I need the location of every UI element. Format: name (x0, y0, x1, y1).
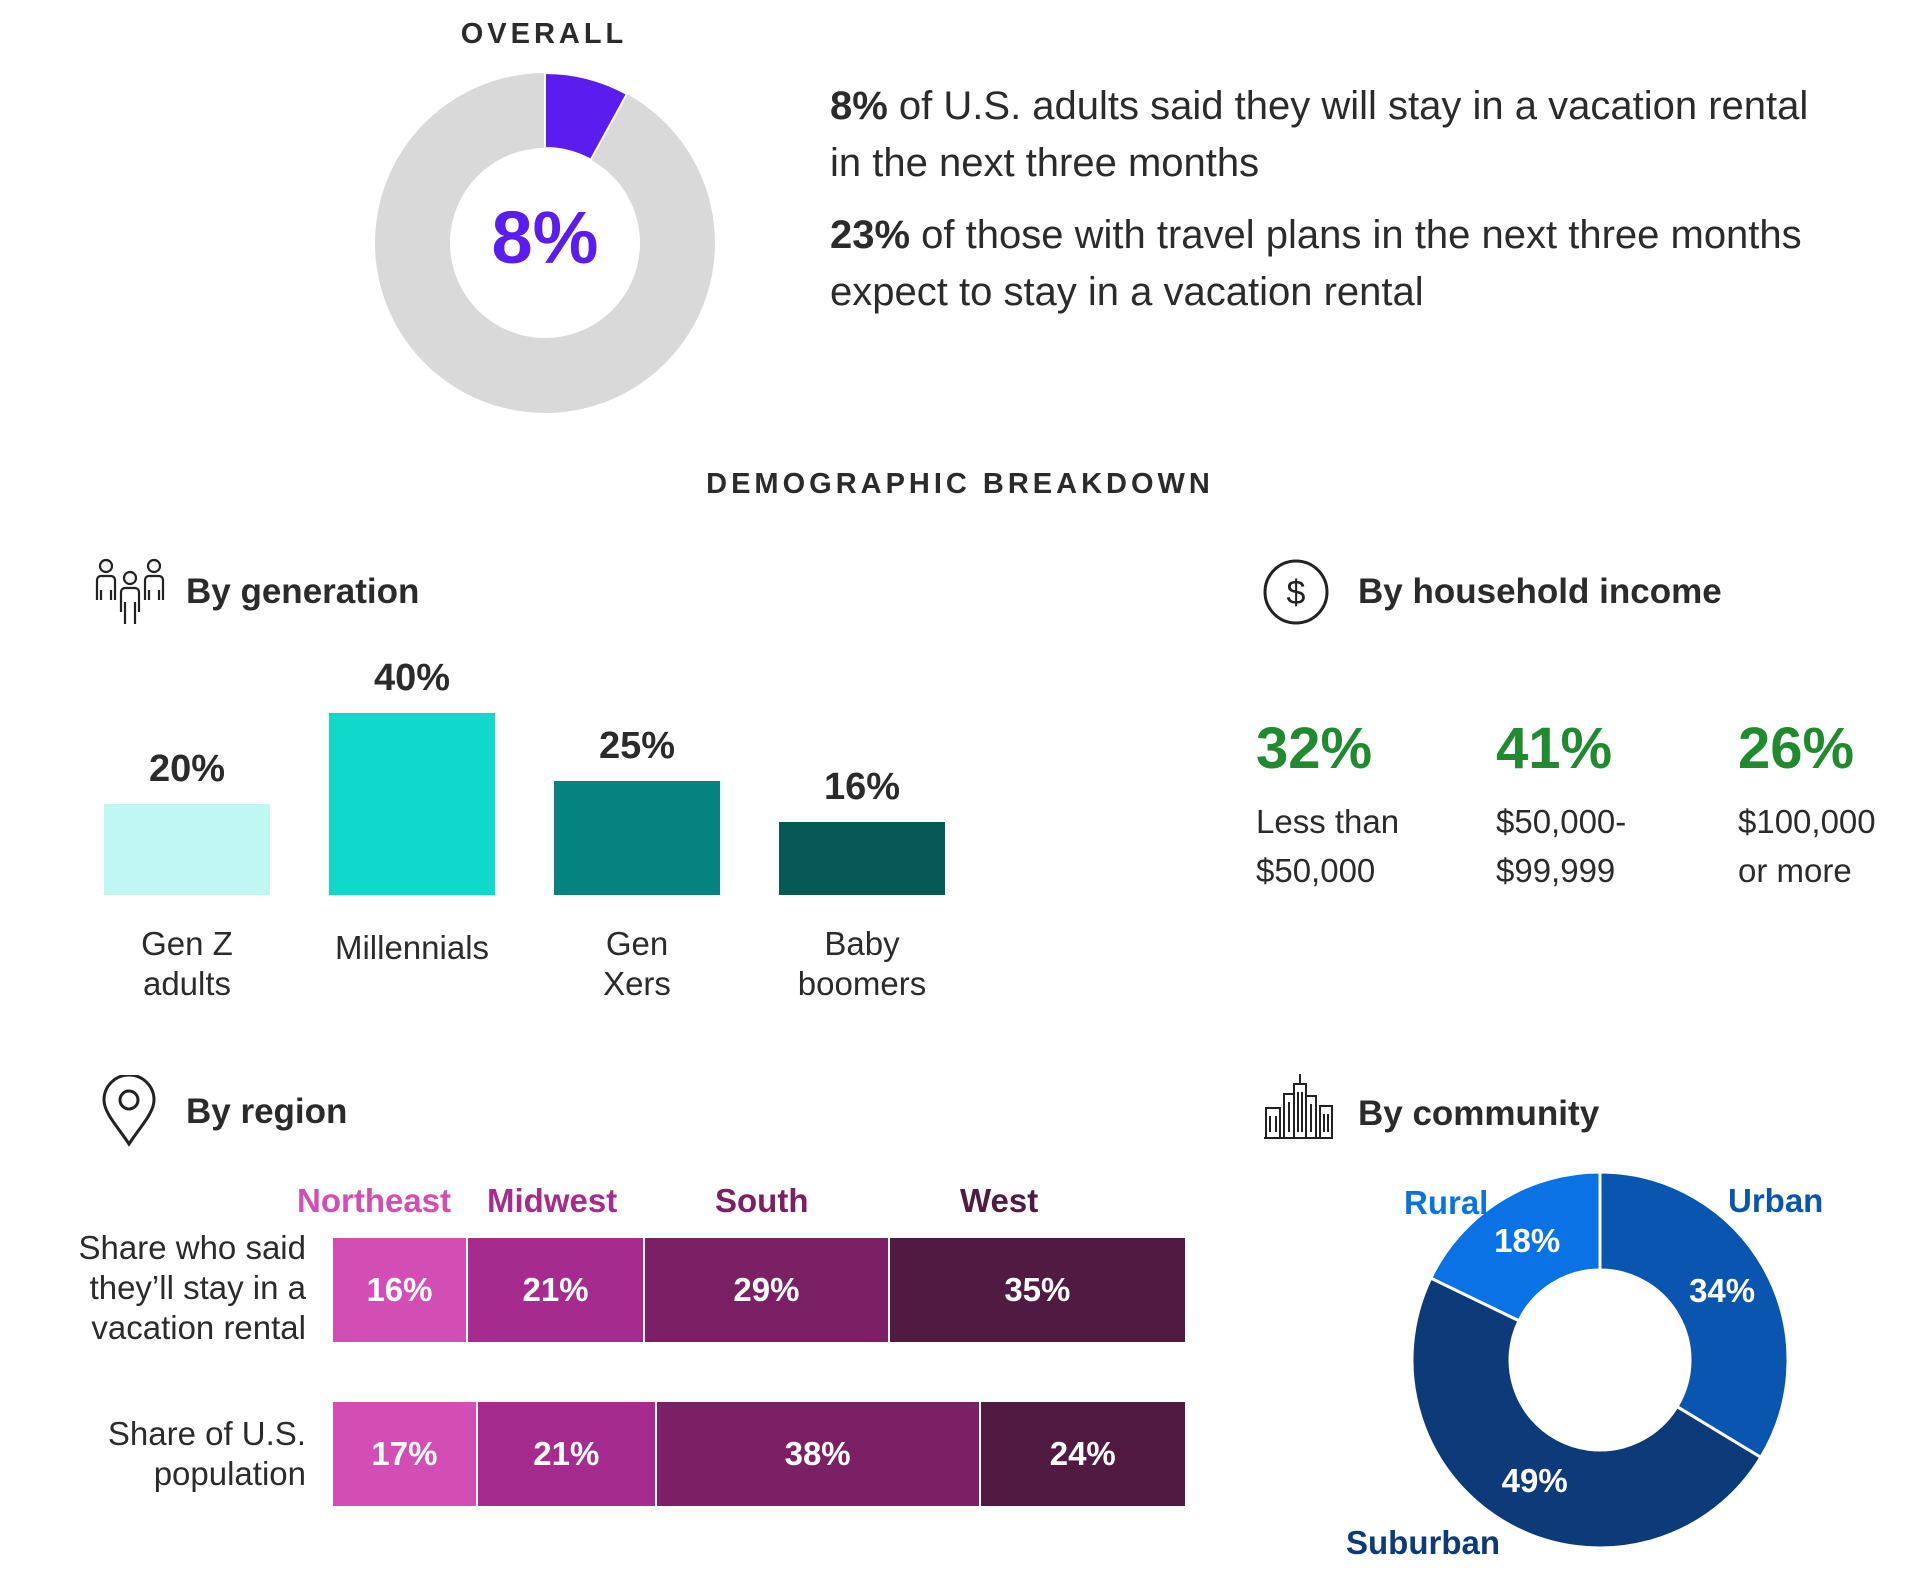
stat-2-text: of those with travel plans in the next t… (830, 213, 1802, 314)
stat-2: 23% of those with travel plans in the ne… (830, 207, 1850, 321)
generation-category-label: Gen Xers (603, 925, 671, 1002)
generation-bar (329, 713, 495, 895)
generation-value-label: 20% (148, 748, 226, 790)
community-slice (1598, 1170, 1790, 1460)
overall-title: OVERALL (460, 18, 628, 50)
stat-1: 8% of U.S. adults said they will stay in… (830, 78, 1850, 192)
income-label: Less than $50,000 (1256, 803, 1400, 889)
stat-1-text: of U.S. adults said they will stay in a … (830, 84, 1809, 185)
region-segment: 29% (645, 1238, 890, 1342)
region-segment: 17% (333, 1402, 478, 1506)
region-segment: 16% (333, 1238, 468, 1342)
overall-highlight-slice (544, 71, 629, 162)
community-value-label: 18% (1494, 1222, 1561, 1260)
section-community-label: By community (1358, 1094, 1600, 1133)
community-value-label: 34% (1689, 1271, 1756, 1309)
income-value: 32% (1256, 716, 1373, 781)
community-category-label: Urban (1728, 1182, 1824, 1219)
dollar-circle-icon: $ (1263, 559, 1329, 625)
income-label: $100,000 or more (1738, 803, 1876, 889)
community-slice (1428, 1170, 1602, 1323)
generation-category-label: Millennials (334, 929, 490, 966)
community-donut (1410, 1170, 1790, 1550)
generation-value-label: 40% (373, 657, 451, 699)
region-segment: 35% (889, 1238, 1185, 1342)
generation-value-label: 16% (823, 766, 901, 809)
overall-rest-slice (375, 73, 715, 413)
region-header: West (960, 1182, 1039, 1219)
overall-donut (375, 71, 715, 413)
map-pin-icon (102, 1075, 156, 1147)
community-category-label: Suburban (1346, 1524, 1500, 1561)
city-skyline-icon (1264, 1074, 1333, 1139)
generation-value-label: 25% (598, 725, 676, 768)
generation-category-label: Baby boomers (797, 925, 927, 1002)
section-income-label: By household income (1358, 572, 1722, 611)
income-value: 41% (1496, 716, 1613, 781)
section-region-label: By region (186, 1092, 348, 1131)
community-value-label: 49% (1501, 1462, 1568, 1500)
region-header: South (715, 1182, 809, 1219)
people-group-icon (95, 558, 165, 624)
region-header: Midwest (487, 1182, 618, 1219)
demographic-title: DEMOGRAPHIC BREAKDOWN (706, 468, 1214, 500)
stat-2-bold: 23% (830, 213, 911, 257)
income-label: $50,000- $99,999 (1496, 803, 1627, 889)
region-segment: 38% (656, 1402, 981, 1506)
region-segment: 24% (980, 1402, 1185, 1506)
generation-bar (104, 804, 270, 895)
community-category-label: Rural (1404, 1184, 1489, 1221)
region-row-label: Share who said they’ll stay in a vacation … (78, 1229, 306, 1346)
svg-text:$: $ (1287, 574, 1306, 612)
region-segment: 21% (467, 1238, 646, 1342)
region-row-label: Share of U.S. population (107, 1415, 306, 1492)
region-segment: 21% (477, 1402, 657, 1506)
overall-center-label: 8% (491, 196, 599, 279)
community-slice (1410, 1276, 1763, 1550)
generation-bar (779, 822, 945, 895)
income-value: 26% (1738, 716, 1855, 781)
region-header: Northeast (297, 1182, 452, 1219)
generation-bar (554, 781, 720, 895)
section-generation-label: By generation (186, 572, 420, 611)
stat-1-bold: 8% (830, 84, 888, 128)
